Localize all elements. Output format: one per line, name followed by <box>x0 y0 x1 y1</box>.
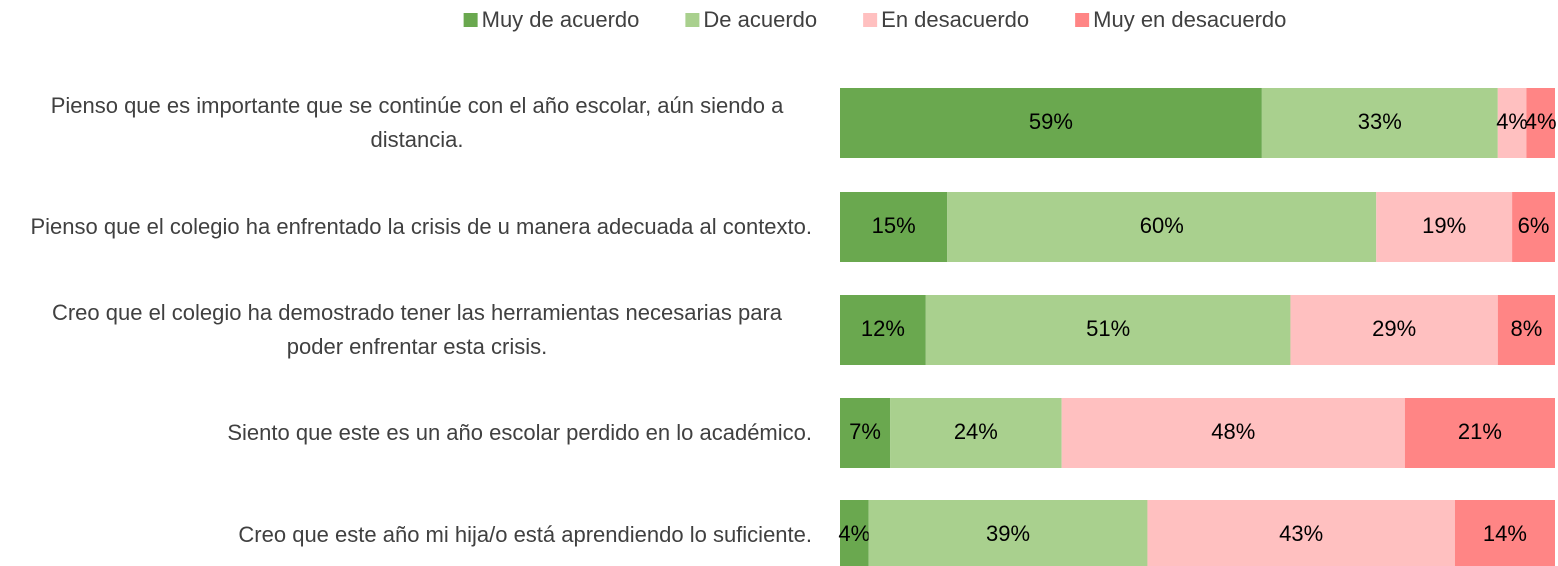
category-label: Siento que este es un año escolar perdid… <box>12 398 812 468</box>
value-label: 6% <box>1518 213 1550 238</box>
bar-segment <box>840 295 926 365</box>
category-label: Pienso que es importante que se continúe… <box>12 88 812 158</box>
bar-segment <box>1061 398 1405 468</box>
legend-label: Muy en desacuerdo <box>1093 7 1286 32</box>
value-label: 14% <box>1483 521 1527 546</box>
bar-segment <box>1454 500 1555 566</box>
value-label: 51% <box>1086 316 1130 341</box>
value-label: 60% <box>1140 213 1184 238</box>
bar-segment <box>1497 295 1555 365</box>
bar-segment <box>868 500 1148 566</box>
value-label: 24% <box>954 419 998 444</box>
category-text: Siento que este es un año escolar perdid… <box>227 420 812 445</box>
bar-segment <box>1526 88 1555 158</box>
legend-label: Muy de acuerdo <box>482 7 640 32</box>
bar-segment <box>1512 192 1555 262</box>
legend-label: De acuerdo <box>703 7 817 32</box>
value-label: 4% <box>1525 109 1557 134</box>
value-label: 4% <box>1496 109 1528 134</box>
value-label: 33% <box>1358 109 1402 134</box>
category-text: Creo que este año mi hija/o está aprendi… <box>238 522 812 547</box>
value-label: 4% <box>838 521 870 546</box>
value-label: 48% <box>1211 419 1255 444</box>
value-label: 29% <box>1372 316 1416 341</box>
bar-segment <box>1290 295 1498 365</box>
bar-segment <box>1261 88 1498 158</box>
bar-segment <box>890 398 1062 468</box>
bar-segment <box>1497 88 1527 158</box>
bar-segment <box>840 88 1262 158</box>
legend-label: En desacuerdo <box>881 7 1029 32</box>
value-label: 12% <box>861 316 905 341</box>
value-label: 21% <box>1458 419 1502 444</box>
legend-swatch <box>863 13 878 27</box>
legend-swatch <box>463 13 478 27</box>
value-label: 7% <box>849 419 881 444</box>
value-label: 59% <box>1029 109 1073 134</box>
value-label: 43% <box>1279 521 1323 546</box>
category-label: Creo que el colegio ha demostrado tener … <box>12 295 812 365</box>
category-text: Pienso que el colegio ha enfrentado la c… <box>30 214 812 239</box>
value-label: 19% <box>1422 213 1466 238</box>
bar-segment <box>947 192 1377 262</box>
value-label: 15% <box>872 213 916 238</box>
bar-segment <box>1147 500 1455 566</box>
bar-segment <box>1404 398 1555 468</box>
bar-segment <box>1376 192 1513 262</box>
bar-segment <box>840 398 891 468</box>
category-text: Pienso que es importante que se continúe… <box>50 93 784 152</box>
legend-swatch <box>1075 13 1090 27</box>
value-label: 8% <box>1511 316 1543 341</box>
category-text: Creo que el colegio ha demostrado tener … <box>51 300 783 359</box>
category-label: Pienso que el colegio ha enfrentado la c… <box>12 192 812 262</box>
bar-segment <box>840 192 948 262</box>
category-label: Creo que este año mi hija/o está aprendi… <box>12 500 812 566</box>
bar-segment <box>925 295 1291 365</box>
value-label: 39% <box>986 521 1030 546</box>
bar-segment <box>840 500 869 566</box>
legend-swatch <box>685 13 700 27</box>
